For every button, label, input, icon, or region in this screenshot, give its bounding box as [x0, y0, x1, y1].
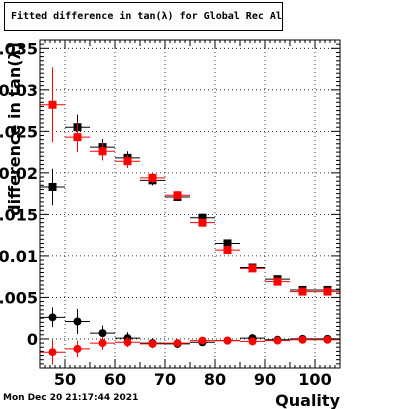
- data-point: [248, 337, 257, 346]
- y-tick-label: 0.02: [0, 164, 38, 183]
- data-point: [223, 336, 232, 345]
- data-point: [98, 329, 107, 338]
- y-tick-label: 0.03: [0, 81, 38, 100]
- data-point: [123, 338, 132, 347]
- data-point: [73, 133, 82, 142]
- data-point: [73, 344, 82, 353]
- data-point: [48, 348, 57, 357]
- data-point: [248, 264, 257, 273]
- y-tick-label: 0.01: [0, 247, 38, 266]
- x-tick-label: 50: [54, 370, 76, 389]
- data-point: [173, 339, 182, 348]
- y-tick-label: 0.025: [0, 122, 38, 141]
- x-tick-label: 60: [104, 370, 126, 389]
- data-point: [273, 336, 282, 345]
- timestamp: Mon Dec 20 21:17:44 2021: [3, 393, 139, 403]
- x-axis-title: Quality: [275, 391, 340, 409]
- data-point: [298, 335, 307, 344]
- series-black-circle: [40, 307, 340, 349]
- x-tick-label: 90: [254, 370, 276, 389]
- x-tick-label: 80: [204, 370, 226, 389]
- y-axis-title: difference in tan(λ): [5, 42, 24, 216]
- data-point: [198, 336, 207, 345]
- data-point: [273, 277, 282, 286]
- data-layer: [40, 67, 340, 365]
- y-tick-label: 0.035: [0, 39, 38, 58]
- y-tick-label: 0.005: [0, 288, 38, 307]
- data-point: [223, 239, 232, 248]
- data-point: [148, 339, 157, 348]
- chart-title: Fitted difference in tan(λ) for Global R…: [4, 2, 283, 31]
- axis-ticks: 50 60 70 80 90 100 0 0.005 0.01 0.015 0.02 0.025 0.0…: [0, 39, 341, 389]
- data-point: [98, 339, 107, 348]
- series-red-circle: [40, 335, 340, 365]
- data-point: [198, 218, 207, 227]
- data-point: [198, 213, 207, 222]
- data-point: [48, 182, 57, 191]
- data-point: [298, 287, 307, 296]
- plot-frame: [39, 39, 341, 369]
- data-point: [123, 157, 132, 166]
- data-point: [323, 335, 332, 344]
- x-tick-label: 70: [154, 370, 176, 389]
- data-point: [48, 100, 57, 109]
- x-tick-label: 100: [298, 370, 331, 389]
- y-tick-label: 0.015: [0, 205, 38, 224]
- data-point: [148, 173, 157, 182]
- data-point: [98, 147, 107, 156]
- data-point: [173, 191, 182, 200]
- y-tick-label: 0: [27, 330, 38, 349]
- data-point: [73, 317, 82, 326]
- grid: [40, 40, 340, 368]
- data-point: [48, 313, 57, 322]
- series-red-square: [40, 67, 340, 296]
- data-point: [223, 246, 232, 255]
- data-point: [323, 287, 332, 296]
- series-black-square: [40, 114, 340, 294]
